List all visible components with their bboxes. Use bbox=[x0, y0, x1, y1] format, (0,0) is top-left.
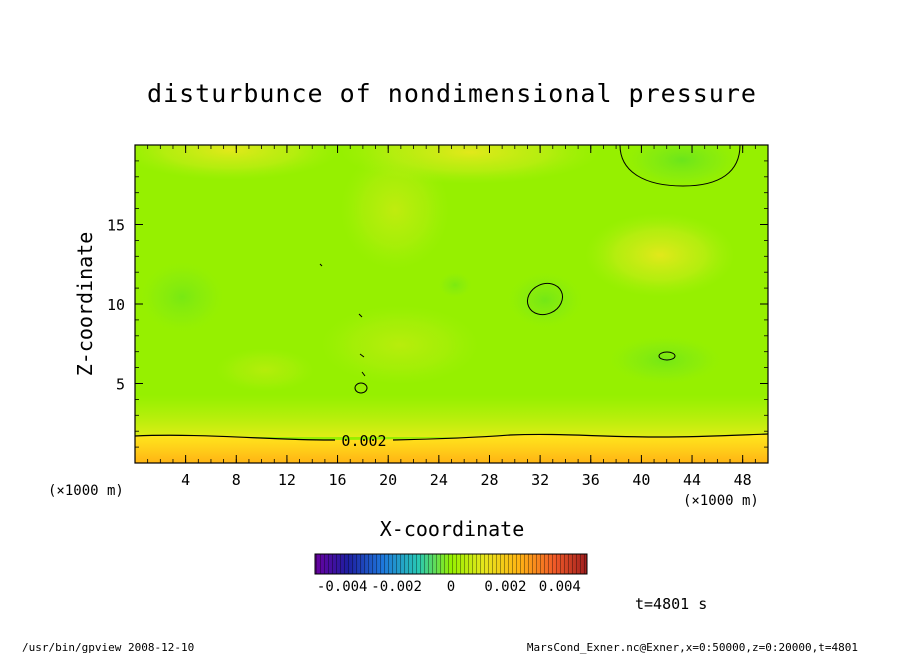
colorbar-stripes bbox=[315, 554, 587, 574]
x-axis-label: X-coordinate bbox=[380, 517, 525, 541]
cool-region bbox=[437, 271, 473, 299]
y-axis-ticks: 5 10 15 bbox=[107, 144, 768, 464]
warm-region bbox=[320, 305, 480, 385]
bottom-layer bbox=[135, 434, 768, 463]
heatmap-field bbox=[135, 145, 768, 463]
warm-region bbox=[215, 348, 315, 392]
colorbar-ticks: -0.004 -0.002 0 0.002 0.004 bbox=[317, 579, 581, 595]
cool-region bbox=[505, 270, 585, 330]
contour-line-top bbox=[619, 145, 741, 187]
x-tick-label: 32 bbox=[531, 471, 549, 489]
x-tick-label: 36 bbox=[582, 471, 600, 489]
footer-right: MarsCond_Exner.nc@Exner,x=0:50000,z=0:20… bbox=[527, 641, 858, 654]
colorbar-frame bbox=[314, 553, 588, 575]
x-unit-right: (×1000 m) bbox=[683, 493, 759, 509]
y-tick-label: 15 bbox=[107, 217, 125, 235]
cool-region bbox=[620, 145, 744, 190]
contour-loop bbox=[354, 382, 368, 394]
time-label: t=4801 s bbox=[635, 595, 707, 613]
colorbar-tick-label: 0.002 bbox=[484, 579, 526, 595]
x-tick-label: 28 bbox=[480, 471, 498, 489]
colorbar-tick-label: -0.002 bbox=[371, 579, 422, 595]
contour-label: 0.002 bbox=[341, 432, 386, 450]
x-tick-label: 20 bbox=[379, 471, 397, 489]
x-tick-label: 8 bbox=[232, 471, 241, 489]
x-tick-label: 40 bbox=[632, 471, 650, 489]
y-tick-label: 10 bbox=[107, 296, 125, 314]
x-tick-label: 16 bbox=[329, 471, 347, 489]
x-tick-label: 4 bbox=[181, 471, 190, 489]
cool-region bbox=[137, 259, 227, 335]
contour-line-0002 bbox=[135, 433, 768, 441]
warm-region bbox=[135, 145, 340, 180]
x-tick-label: 12 bbox=[278, 471, 296, 489]
contour-fragment bbox=[319, 263, 366, 377]
contour-loop bbox=[658, 351, 676, 361]
chart-title: disturbunce of nondimensional pressure bbox=[147, 79, 757, 108]
y-axis-label: Z-coordinate bbox=[73, 232, 97, 377]
warm-region bbox=[585, 213, 735, 297]
x-axis-ticks: 4 8 12 16 20 24 28 32 36 40 44 48 bbox=[134, 145, 769, 489]
x-tick-label: 24 bbox=[430, 471, 448, 489]
colorbar-tick-label: 0.004 bbox=[539, 579, 581, 595]
colorbar-tick-label: -0.004 bbox=[317, 579, 368, 595]
y-tick-label: 5 bbox=[116, 376, 125, 394]
contour-loop bbox=[526, 282, 564, 316]
field-transition bbox=[135, 395, 768, 437]
x-unit-left: (×1000 m) bbox=[48, 483, 124, 499]
x-tick-label: 48 bbox=[734, 471, 752, 489]
colorbar-tick-label: 0 bbox=[447, 579, 455, 595]
x-tick-label: 44 bbox=[683, 471, 701, 489]
footer-left: /usr/bin/gpview 2008-12-10 bbox=[22, 641, 194, 654]
warm-region bbox=[340, 150, 450, 270]
